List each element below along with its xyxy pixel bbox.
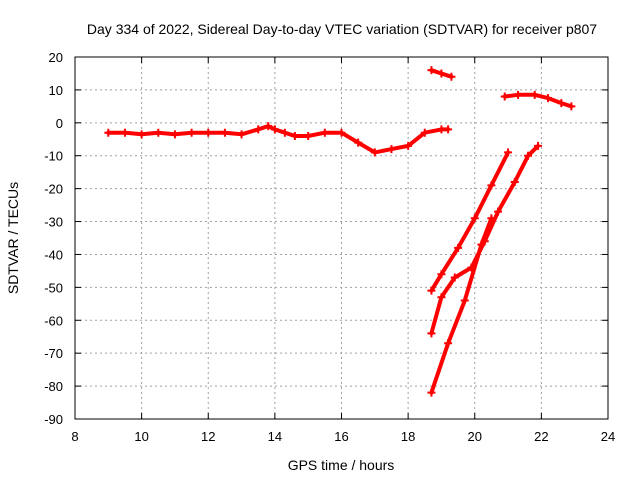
data-point <box>280 128 289 137</box>
data-point <box>204 128 213 137</box>
y-tick-label: 0 <box>56 116 63 131</box>
data-point <box>487 181 496 190</box>
data-point <box>354 138 363 147</box>
data-point <box>470 214 479 223</box>
y-tick-label: 10 <box>49 83 63 98</box>
y-tick-label: -60 <box>44 313 63 328</box>
x-axis: 8 10 12 14 16 18 20 22 24 <box>71 57 615 444</box>
data-point <box>437 270 446 279</box>
data-point <box>427 388 436 397</box>
data-point <box>154 128 163 137</box>
y-tick-label: -10 <box>44 149 63 164</box>
data-point <box>534 141 543 150</box>
data-point <box>437 69 446 78</box>
y-axis: 20 10 0 -10 -20 -30 -40 -50 -60 -70 -80 -90 <box>44 50 608 427</box>
data-point <box>450 273 459 282</box>
x-tick-label: 24 <box>601 429 615 444</box>
y-axis-label: SDTVAR / TECUs <box>5 182 21 294</box>
data-point <box>270 125 279 134</box>
data-point <box>494 207 503 216</box>
data-point <box>524 151 533 160</box>
y-tick-label: -30 <box>44 215 63 230</box>
data-point <box>170 130 179 139</box>
data-point <box>557 99 566 108</box>
data-point <box>444 125 453 134</box>
data-point <box>437 293 446 302</box>
x-tick-label: 16 <box>334 429 348 444</box>
chart-title: Day 334 of 2022, Sidereal Day-to-day VTE… <box>87 21 597 37</box>
series-group <box>104 66 576 397</box>
data-point <box>237 130 246 139</box>
x-tick-label: 18 <box>401 429 415 444</box>
data-point <box>120 128 129 137</box>
data-point <box>254 125 263 134</box>
data-point <box>387 145 396 154</box>
data-point <box>337 128 346 137</box>
data-point <box>487 214 496 223</box>
data-point <box>544 94 553 103</box>
data-point <box>420 128 429 137</box>
y-tick-label: -70 <box>44 346 63 361</box>
x-tick-label: 14 <box>268 429 282 444</box>
x-tick-label: 22 <box>534 429 548 444</box>
data-point <box>304 131 313 140</box>
data-point <box>220 128 229 137</box>
data-point <box>264 122 273 131</box>
x-tick-label: 10 <box>134 429 148 444</box>
y-tick-label: -50 <box>44 280 63 295</box>
y-tick-label: -80 <box>44 379 63 394</box>
data-point <box>530 90 539 99</box>
data-point <box>290 131 299 140</box>
x-axis-label: GPS time / hours <box>288 457 395 473</box>
data-point <box>460 296 469 305</box>
x-tick-label: 12 <box>201 429 215 444</box>
series-descending-line-a <box>429 150 511 293</box>
data-point <box>404 141 413 150</box>
y-tick-label: -20 <box>44 182 63 197</box>
data-point <box>427 286 436 295</box>
data-point <box>514 90 523 99</box>
y-tick-label: -40 <box>44 247 63 262</box>
data-point <box>510 178 519 187</box>
y-tick-label: 20 <box>49 50 63 65</box>
data-point <box>567 102 576 111</box>
data-point <box>370 148 379 157</box>
data-point <box>427 329 436 338</box>
data-point <box>454 243 463 252</box>
data-point <box>104 128 113 137</box>
data-point <box>477 240 486 249</box>
data-point <box>137 130 146 139</box>
x-tick-label: 8 <box>71 429 78 444</box>
y-tick-label: -90 <box>44 412 63 427</box>
data-point <box>427 66 436 75</box>
x-tick-label: 20 <box>468 429 482 444</box>
data-point <box>187 128 196 137</box>
data-point <box>500 92 509 101</box>
data-point <box>504 148 513 157</box>
data-point <box>320 128 329 137</box>
data-point <box>444 339 453 348</box>
grid <box>75 57 608 419</box>
data-point <box>447 72 456 81</box>
